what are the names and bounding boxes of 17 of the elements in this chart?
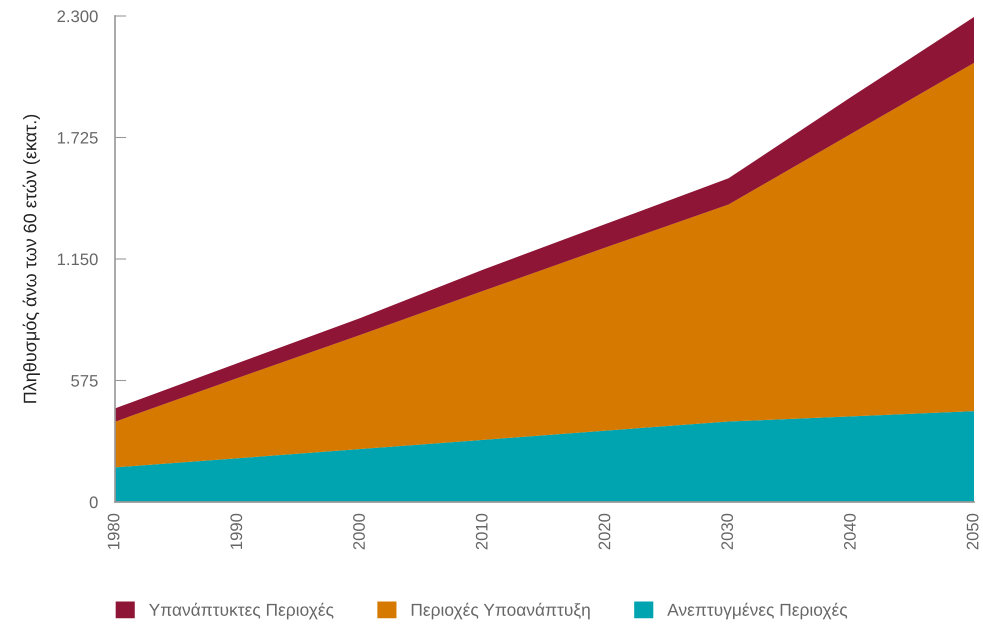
x-tick-label: 2020 [598, 514, 610, 550]
legend-label: Περιοχές Υποανάπτυξη [412, 602, 590, 620]
x-tick-label: 2040 [844, 514, 856, 550]
y-tick-label: 2.300 [57, 10, 98, 22]
y-axis-title: Πληθυσμός άνω των 60 ετών (εκατ.) [22, 114, 40, 403]
x-tick-label: 2010 [476, 514, 488, 550]
legend-label: Ανεπτυγμένες Περιοχές [667, 602, 848, 620]
x-tick-label: 2000 [353, 514, 365, 550]
y-tick-label: 0 [90, 496, 98, 508]
x-tick-label: 2030 [721, 514, 734, 550]
x-tick-label: 1980 [108, 514, 120, 549]
y-tick-label: 1.150 [58, 253, 98, 266]
x-tick-label: 1990 [230, 514, 242, 549]
y-tick-label: 1.725 [58, 132, 98, 144]
legend-label: Υπανάπτυκτες Περιοχές [149, 602, 334, 620]
x-tick-label: 2050 [966, 514, 978, 550]
y-tick-label: 575 [71, 375, 98, 387]
